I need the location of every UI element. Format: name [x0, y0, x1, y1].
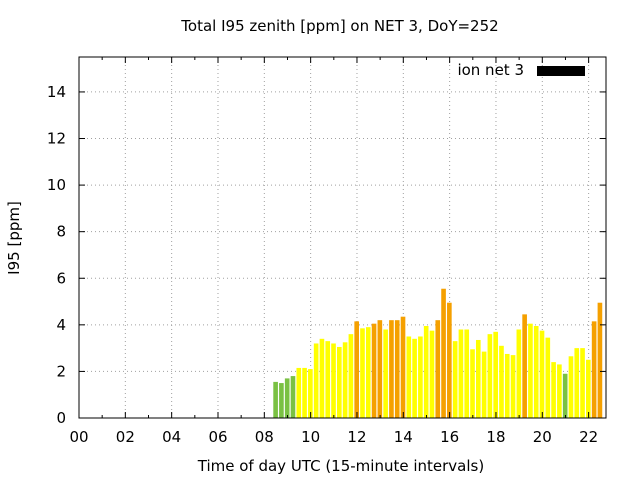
y-tick-label: 10: [47, 176, 66, 194]
legend-swatch: [537, 66, 585, 76]
bar: [574, 348, 580, 418]
bar: [354, 321, 360, 418]
y-tick-labels: 0 2 4 6 8 10 12 14: [47, 83, 66, 427]
y-tick-label: 14: [47, 83, 66, 101]
y-tick-label: 8: [56, 223, 66, 241]
bar: [458, 329, 464, 418]
x-tick-label: 04: [162, 428, 181, 446]
bar: [319, 338, 325, 418]
bar: [545, 337, 551, 418]
bar: [412, 338, 417, 418]
bar: [429, 330, 435, 418]
bar: [557, 364, 562, 418]
y-tick-label: 0: [56, 409, 66, 427]
bar: [452, 341, 458, 418]
bar: [313, 343, 319, 418]
bar: [487, 334, 493, 418]
x-tick-label: 14: [394, 428, 413, 446]
bar: [371, 323, 377, 418]
bar: [504, 353, 510, 418]
bar: [406, 336, 412, 418]
bar: [284, 378, 290, 418]
bar: [510, 355, 516, 418]
bar: [308, 369, 313, 418]
bar: [562, 373, 568, 418]
bar: [360, 328, 365, 418]
bar: [516, 329, 522, 418]
bar: [481, 351, 487, 418]
bar: [418, 336, 423, 418]
bar: [279, 383, 284, 418]
y-tick-label: 6: [56, 269, 66, 287]
bar: [551, 362, 556, 418]
legend-label: ion net 3: [457, 61, 524, 79]
bar: [389, 320, 394, 418]
x-tick-label: 06: [208, 428, 227, 446]
bar: [447, 302, 452, 418]
bar: [331, 343, 336, 418]
x-tick-labels: 00 02 04 06 08 10 12 14 16 18 20 22: [69, 428, 598, 446]
bar: [383, 329, 388, 418]
y-tick-label: 4: [56, 316, 66, 334]
y-tick-label: 2: [56, 362, 66, 380]
bar: [470, 349, 475, 418]
bar: [296, 367, 302, 418]
chart-title: Total I95 zenith [ppm] on NET 3, DoY=252: [180, 17, 498, 35]
bar: [597, 302, 603, 418]
bar: [290, 376, 296, 418]
x-tick-label: 00: [69, 428, 88, 446]
y-axis-label: I95 [ppm]: [5, 201, 23, 275]
bar: [528, 323, 533, 418]
bar: [493, 331, 498, 418]
x-tick-label: 18: [486, 428, 505, 446]
bar: [580, 348, 585, 418]
bar: [499, 345, 504, 418]
bar: [441, 288, 446, 418]
bar: [464, 329, 470, 418]
bar: [273, 381, 278, 418]
bar: [586, 359, 591, 418]
bar: [475, 339, 481, 418]
bar: [568, 356, 574, 418]
x-tick-label: 12: [347, 428, 366, 446]
bar: [394, 320, 400, 418]
bar: [377, 320, 383, 418]
x-tick-label: 02: [116, 428, 135, 446]
bar: [591, 321, 597, 418]
bar: [435, 320, 441, 418]
x-axis-label: Time of day UTC (15-minute intervals): [197, 457, 484, 475]
x-tick-label: 10: [301, 428, 320, 446]
bar: [325, 341, 331, 418]
bar: [342, 342, 348, 418]
bar: [533, 326, 539, 418]
x-tick-label: 20: [533, 428, 552, 446]
bar: [522, 314, 527, 418]
bar: [348, 334, 354, 418]
bar: [336, 346, 342, 418]
bar: [539, 330, 545, 418]
x-tick-label: 16: [440, 428, 459, 446]
plot-frame: [78, 56, 607, 419]
bar: [365, 327, 371, 418]
bar: [302, 367, 307, 418]
x-tick-label: 22: [579, 428, 598, 446]
bar: [400, 316, 406, 418]
y-tick-label: 12: [47, 130, 66, 148]
bar: [423, 326, 429, 418]
bars: [273, 288, 603, 418]
x-tick-label: 08: [255, 428, 274, 446]
